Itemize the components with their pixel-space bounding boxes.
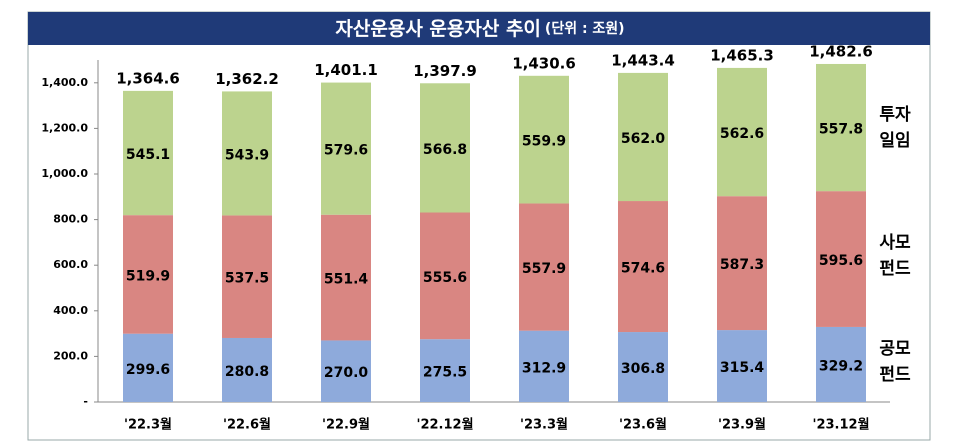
total-label: 1,364.6 [116,69,180,87]
x-tick-label: '23.9월 [718,417,766,433]
y-tick-label: 200.0 [53,349,88,362]
data-label: 562.0 [621,131,666,147]
total-label: 1,430.6 [512,54,576,72]
title-bar [28,12,930,45]
y-tick-label: 600.0 [53,258,88,271]
data-label: 587.3 [720,257,764,273]
data-label: 275.5 [423,365,467,381]
data-label: 270.0 [324,365,369,381]
data-label: 280.8 [225,364,269,380]
data-label: 562.6 [720,126,764,142]
bar-segment [321,214,371,341]
x-tick-label: '23.12월 [812,417,869,433]
chart-title: 자산운용사 운용자산 추이 [335,18,541,40]
bar-segment [618,72,668,202]
bar-segment [321,82,371,215]
bar-segment [420,339,470,402]
bar-segment [816,326,866,402]
bar-segment [222,91,272,216]
x-tick-label: '23.6월 [619,417,667,433]
bar-segment [519,330,569,402]
bar-segment [816,191,866,327]
x-tick-label: '22.6월 [223,417,271,433]
bar-segment [717,330,767,402]
total-label: 1,401.1 [314,61,378,79]
data-label: 551.4 [324,272,369,288]
bar-segment [123,333,173,402]
legend-label: 투자일임 [879,105,911,151]
y-tick-label: - [83,395,88,408]
bar-segment [123,90,173,216]
data-label: 519.9 [126,268,170,284]
legend-label: 공모펀드 [879,339,911,385]
y-tick-label: 1,000.0 [41,167,88,180]
data-label: 306.8 [621,361,665,377]
x-tick-label: '22.3월 [124,417,172,433]
bar-segment [717,196,767,331]
total-label: 1,362.2 [215,70,279,88]
y-tick-label: 1,200.0 [41,121,88,134]
bar-segment [816,63,866,192]
data-label: 299.6 [126,362,170,378]
total-label: 1,465.3 [710,46,774,64]
bar-segment [222,215,272,338]
x-tick-label: '22.12월 [416,417,473,433]
data-label: 557.9 [522,261,566,277]
data-label: 566.8 [423,142,467,158]
data-label: 537.5 [225,271,269,287]
chart-title-group: 자산운용사 운용자산 추이 (단위 : 조원) [335,18,624,40]
bar-segment [420,212,470,340]
data-label: 579.6 [324,143,368,159]
total-label: 1,443.4 [611,51,675,69]
y-tick-label: 400.0 [53,304,88,317]
total-label: 1,482.6 [809,42,873,60]
x-tick-label: '22.9월 [322,417,370,433]
data-label: 312.9 [522,360,566,376]
data-label: 545.1 [126,147,170,163]
bar-segment [519,203,569,331]
bar-segment [123,215,173,334]
chart-unit: (단위 : 조원) [545,20,625,37]
total-label: 1,397.9 [413,62,477,80]
data-label: 574.6 [621,261,665,277]
bar-segment [222,337,272,402]
y-tick-label: 800.0 [53,213,88,226]
bar-segment [618,332,668,402]
data-label: 543.9 [225,147,269,163]
legend-label: 사모펀드 [879,233,911,279]
bar-segment [519,75,569,204]
data-label: 557.8 [819,122,863,138]
data-label: 329.2 [819,358,863,374]
data-label: 315.4 [720,360,765,376]
data-label: 595.6 [819,253,863,269]
y-tick-label: 1,400.0 [41,76,88,89]
bar-segment [321,340,371,402]
bar-segment [420,83,470,213]
data-label: 559.9 [522,134,566,150]
data-label: 555.6 [423,270,467,286]
x-tick-label: '23.3월 [520,417,568,433]
bar-segment [717,67,767,197]
bar-segment [618,201,668,333]
frame [27,11,931,441]
